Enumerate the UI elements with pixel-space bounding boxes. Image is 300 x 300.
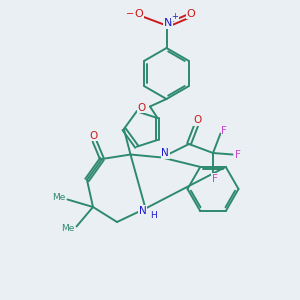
Text: H: H	[151, 211, 157, 220]
Text: O: O	[137, 103, 146, 113]
Text: F: F	[221, 125, 227, 136]
Text: F: F	[212, 173, 218, 184]
Text: N: N	[164, 18, 172, 28]
Text: O: O	[134, 8, 143, 19]
Text: Me: Me	[52, 194, 65, 202]
Text: N: N	[161, 148, 169, 158]
Text: O: O	[187, 8, 196, 19]
Text: N: N	[139, 206, 146, 216]
Text: O: O	[89, 130, 97, 141]
Text: O: O	[194, 115, 202, 125]
Text: Me: Me	[61, 224, 74, 233]
Text: +: +	[172, 12, 178, 21]
Text: −: −	[126, 9, 134, 19]
Text: F: F	[235, 149, 241, 160]
